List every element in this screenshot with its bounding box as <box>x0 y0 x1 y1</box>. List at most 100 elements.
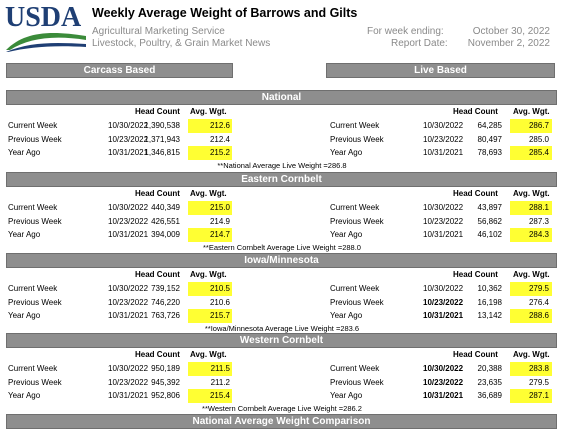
head-count: 950,189 <box>151 364 180 373</box>
head-count-header: Head Count <box>453 350 498 359</box>
row-date: 10/23/2022 <box>423 134 464 144</box>
head-count: 1,371,943 <box>144 134 180 144</box>
row-date: 10/23/2022 <box>108 377 149 387</box>
head-count-header: Head Count <box>135 107 180 116</box>
avg-wgt: 285.0 <box>528 134 549 144</box>
avg-wgt-header: Avg. Wgt. <box>190 350 227 359</box>
avg-wgt: 284.3 <box>528 230 549 239</box>
row-date: 10/30/2022 <box>423 121 464 130</box>
row-date: 10/31/2021 <box>108 311 149 320</box>
avg-wgt: 212.6 <box>209 121 230 130</box>
avg-wgt: 214.9 <box>209 216 230 226</box>
row-label: Previous Week <box>8 216 62 226</box>
row-label: Year Ago <box>8 391 41 400</box>
highlight <box>510 362 552 376</box>
section-header: Eastern Cornbelt <box>6 172 557 187</box>
row-label: Current Week <box>8 284 58 293</box>
head-count: 13,142 <box>477 311 502 320</box>
avg-wgt: 288.6 <box>528 311 549 320</box>
head-count-header: Head Count <box>135 350 180 359</box>
head-count: 36,689 <box>477 391 502 400</box>
avg-wgt: 211.5 <box>210 364 230 373</box>
row-label: Current Week <box>330 284 380 293</box>
row-date: 10/31/2021 <box>423 230 464 239</box>
avg-wgt: 211.2 <box>210 377 230 387</box>
agency: Agricultural Marketing Service <box>92 26 225 37</box>
note: **Western Cornbelt Average Live Weight =… <box>202 404 362 413</box>
head-count: 394,009 <box>151 230 180 239</box>
head-count-header: Head Count <box>135 270 180 279</box>
highlight <box>188 146 232 160</box>
highlight <box>188 228 232 242</box>
avg-wgt-header: Avg. Wgt. <box>513 189 550 198</box>
head-count: 440,349 <box>151 203 180 212</box>
week-ending-label: For week ending: <box>367 26 444 37</box>
row-date: 10/30/2022 <box>108 121 149 130</box>
row-date: 10/23/2022 <box>423 377 464 387</box>
week-ending: October 30, 2022 <box>472 26 550 37</box>
avg-wgt: 285.4 <box>528 148 549 157</box>
avg-wgt-header: Avg. Wgt. <box>190 107 227 116</box>
row-date: 10/30/2022 <box>108 364 149 373</box>
row-label: Previous Week <box>330 216 384 226</box>
head-count: 20,388 <box>477 364 502 373</box>
row-label: Current Week <box>8 203 58 212</box>
row-label: Previous Week <box>330 297 384 307</box>
highlight <box>510 228 552 242</box>
highlight <box>188 362 232 376</box>
avg-wgt: 215.4 <box>209 391 230 400</box>
avg-wgt: 215.0 <box>209 203 230 212</box>
section-header: National <box>6 90 557 105</box>
logo-swoosh <box>6 42 86 52</box>
row-label: Previous Week <box>8 134 62 144</box>
title: Weekly Average Weight of Barrows and Gil… <box>92 6 358 20</box>
avg-wgt-header: Avg. Wgt. <box>513 350 550 359</box>
avg-wgt-header: Avg. Wgt. <box>190 189 227 198</box>
row-date: 10/23/2022 <box>423 216 464 226</box>
row-label: Previous Week <box>8 377 62 387</box>
avg-wgt: 279.5 <box>528 377 549 387</box>
head-count-header: Head Count <box>453 270 498 279</box>
head-count: 10,362 <box>477 284 502 293</box>
avg-wgt: 283.8 <box>528 364 549 373</box>
highlight <box>188 389 232 403</box>
avg-wgt: 210.5 <box>209 284 230 293</box>
row-label: Previous Week <box>330 134 384 144</box>
row-date: 10/30/2022 <box>108 284 149 293</box>
note: **Iowa/Minnesota Average Live Weight =28… <box>204 324 360 333</box>
row-label: Year Ago <box>330 148 363 157</box>
row-label: Current Week <box>330 121 380 130</box>
row-date: 10/31/2021 <box>423 311 464 320</box>
highlight <box>510 389 552 403</box>
row-label: Year Ago <box>8 230 41 239</box>
report-date-label: Report Date: <box>391 38 448 49</box>
head-count: 78,693 <box>477 148 502 157</box>
highlight <box>188 309 232 323</box>
head-count: 952,806 <box>151 391 180 400</box>
row-label: Year Ago <box>8 148 41 157</box>
avg-wgt: 276.4 <box>528 297 549 307</box>
row-label: Current Week <box>8 364 58 373</box>
row-date: 10/23/2022 <box>423 297 464 307</box>
head-count: 746,220 <box>151 297 180 307</box>
division: Livestock, Poultry, & Grain Market News <box>92 38 271 49</box>
row-label: Year Ago <box>330 230 363 239</box>
note: **National Average Live Weight =286.8 <box>217 161 347 170</box>
avg-wgt: 287.1 <box>528 391 549 400</box>
highlight <box>510 201 552 215</box>
avg-wgt-header: Avg. Wgt. <box>513 270 550 279</box>
row-label: Current Week <box>330 364 380 373</box>
row-date: 10/30/2022 <box>423 284 464 293</box>
head-count: 56,862 <box>477 216 502 226</box>
highlight <box>510 119 552 133</box>
highlight <box>188 119 232 133</box>
head-count: 426,551 <box>151 216 180 226</box>
row-label: Current Week <box>330 203 380 212</box>
avg-wgt: 286.7 <box>528 121 549 130</box>
row-label: Year Ago <box>8 311 41 320</box>
logo: USDA <box>5 2 86 52</box>
avg-wgt: 212.4 <box>209 134 230 144</box>
column-header: Live Based <box>326 63 555 78</box>
highlight <box>510 309 552 323</box>
report-date: November 2, 2022 <box>467 38 550 49</box>
